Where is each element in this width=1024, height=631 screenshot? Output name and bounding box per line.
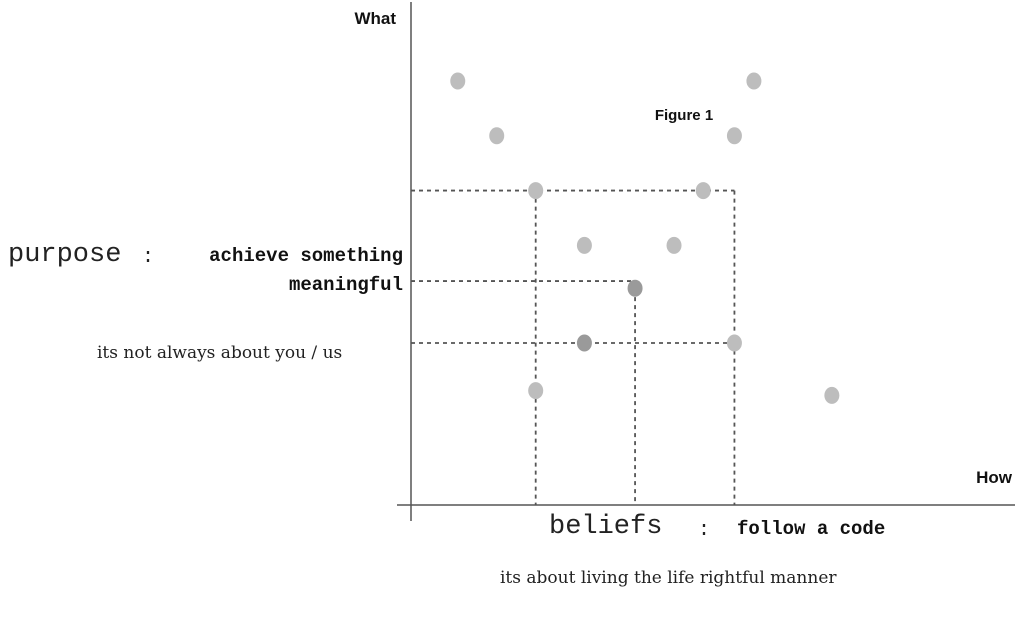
beliefs-text: follow a code bbox=[737, 518, 886, 540]
data-point-8 bbox=[666, 236, 682, 254]
data-point-4 bbox=[627, 279, 643, 297]
data-point-1 bbox=[489, 127, 505, 145]
purpose-colon: : bbox=[142, 246, 155, 269]
data-point-3 bbox=[576, 236, 592, 254]
data-point-5 bbox=[576, 334, 592, 352]
beliefs-note: its about living the life rightful manne… bbox=[500, 568, 837, 588]
data-point-0 bbox=[450, 72, 466, 90]
data-point-2 bbox=[528, 182, 544, 200]
beliefs-word: beliefs bbox=[549, 512, 663, 542]
x-axis-label: How bbox=[976, 468, 1013, 487]
purpose-word: purpose bbox=[8, 240, 122, 270]
data-point-12 bbox=[824, 386, 840, 404]
data-point-10 bbox=[746, 72, 762, 90]
data-point-6 bbox=[528, 382, 544, 400]
beliefs-colon: : bbox=[698, 519, 711, 542]
y-axis-label: What bbox=[354, 9, 396, 28]
purpose-note: its not always about you / us bbox=[97, 343, 343, 363]
chart-title: Figure 1 bbox=[655, 107, 713, 124]
purpose-text-line2: meaningful bbox=[288, 274, 403, 296]
data-point-11 bbox=[726, 334, 742, 352]
data-point-9 bbox=[726, 127, 742, 145]
data-point-7 bbox=[695, 182, 711, 200]
purpose-text-line1: achieve something bbox=[209, 245, 403, 267]
